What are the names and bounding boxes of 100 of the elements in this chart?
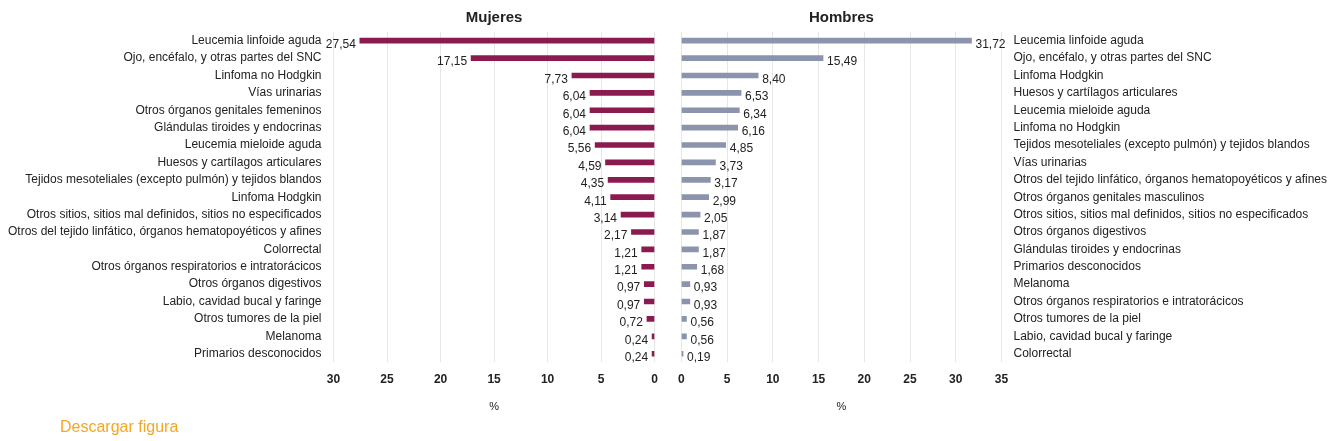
data-label: 27,54 (325, 37, 357, 52)
data-label: 0,97 (616, 280, 641, 295)
data-label: 1,21 (614, 263, 639, 278)
data-label: 0,72 (619, 315, 644, 330)
data-label: 17,15 (437, 54, 468, 69)
x-tick-label: 15 (487, 371, 502, 386)
bar (643, 281, 655, 287)
data-label: 1,87 (702, 245, 727, 260)
data-label: 6,04 (562, 89, 587, 104)
data-label: 6,16 (741, 123, 766, 138)
y-tick-label: Glándulas tiroides y endocrinas (154, 119, 322, 134)
y-tick-label: Labio, cavidad bucal y faringe (1013, 328, 1173, 343)
x-tick-label: 20 (857, 371, 872, 386)
y-tick-label: Ojo, encéfalo, y otras partes del SNC (123, 50, 322, 65)
bar (681, 229, 699, 235)
bar (470, 55, 655, 61)
data-label: 3,73 (719, 158, 744, 173)
data-label: 6,53 (745, 89, 769, 104)
x-tick-label: 10 (766, 371, 780, 386)
y-tick-label: Linfoma Hodgkin (1013, 67, 1104, 82)
data-label: 3,17 (714, 176, 739, 191)
x-tick-label: 35 (994, 371, 1009, 386)
y-tick-label: Vías urinarias (1013, 154, 1087, 169)
y-tick-label: Otros órganos genitales masculinos (1013, 189, 1205, 204)
y-tick-label: Otros del tejido linfático, órganos hematopoyéticos y afines (7, 224, 322, 239)
bar (681, 333, 687, 340)
x-tick-label: 30 (949, 371, 963, 386)
data-label: 0,56 (690, 332, 715, 347)
bar (681, 55, 824, 61)
bar (681, 107, 740, 114)
bar (681, 263, 698, 270)
data-label: 2,99 (712, 193, 737, 208)
data-label: 6,34 (743, 106, 768, 121)
x-tick-label: 30 (326, 371, 341, 386)
bar (681, 316, 687, 322)
x-tick-label: 0 (677, 371, 685, 386)
data-label: 2,17 (604, 228, 628, 243)
y-tick-label: Tejidos mesoteliales (excepto pulmón) y tejidos blandos (1013, 137, 1310, 152)
bar (681, 194, 710, 201)
y-tick-label: Linfoma no Hodgkin (214, 67, 322, 82)
y-tick-label: Huesos y cartílagos articulares (157, 154, 322, 169)
x-axis-title: % (489, 400, 500, 413)
bar (646, 316, 655, 322)
x-tick-label: 10 (540, 371, 555, 386)
data-label: 2,05 (704, 210, 728, 225)
y-tick-label: Glándulas tiroides y endocrinas (1013, 241, 1181, 256)
bar (681, 37, 972, 44)
y-tick-label: Huesos y cartílagos articulares (1013, 85, 1178, 100)
bar (681, 142, 727, 148)
y-tick-label: Linfoma Hodgkin (231, 189, 322, 204)
bar (589, 90, 655, 96)
data-label: 1,21 (614, 245, 639, 260)
data-label: 6,04 (562, 123, 587, 138)
bar (610, 194, 655, 201)
data-label: 6,04 (562, 106, 587, 121)
y-tick-label: Melanoma (265, 328, 322, 343)
bar (641, 263, 655, 270)
y-tick-label: Colorrectal (263, 241, 322, 256)
bar (607, 176, 655, 183)
bar (594, 142, 655, 148)
data-label: 1,87 (702, 228, 727, 243)
bar (681, 281, 691, 287)
x-tick-label: 25 (903, 371, 918, 386)
data-label: 15,49 (827, 54, 858, 69)
data-label: 0,93 (693, 297, 718, 312)
data-label: 0,24 (624, 350, 649, 365)
y-tick-label: Labio, cavidad bucal y faringe (162, 293, 322, 308)
data-label: 0,19 (687, 350, 711, 365)
data-label: 4,11 (584, 193, 607, 208)
data-label: 0,24 (624, 332, 649, 347)
y-tick-label: Colorrectal (1013, 346, 1072, 361)
data-label: 0,97 (616, 297, 641, 312)
y-tick-label: Otros tumores de la piel (1013, 311, 1141, 326)
bar (359, 37, 655, 44)
y-tick-label: Leucemia mieloide aguda (184, 137, 322, 152)
data-label: 4,59 (578, 158, 602, 173)
x-axis-title: % (836, 400, 847, 413)
y-tick-label: Otros órganos digestivos (188, 276, 322, 291)
data-label: 1,68 (700, 263, 725, 278)
y-tick-label: Primarios desconocidos (194, 346, 322, 361)
bar (631, 229, 655, 235)
y-tick-label: Leucemia linfoide aguda (191, 33, 322, 48)
chart-title: Mujeres (465, 8, 523, 25)
y-tick-label: Ojo, encéfalo, y otras partes del SNC (1013, 50, 1212, 65)
x-tick-label: 15 (811, 371, 826, 386)
data-label: 5,56 (567, 141, 592, 156)
y-tick-label: Otros órganos digestivos (1013, 224, 1147, 239)
y-tick-label: Otros órganos genitales femeninos (135, 102, 322, 117)
y-tick-label: Otros tumores de la piel (194, 311, 322, 326)
x-tick-label: 20 (433, 371, 448, 386)
y-tick-label: Otros órganos respiratorios e intratorácicos (91, 259, 322, 274)
y-tick-label: Linfoma no Hodgkin (1013, 119, 1121, 134)
y-tick-label: Otros del tejido linfático, órganos hematopoyéticos y afines (1013, 172, 1328, 187)
y-tick-label: Leucemia linfoide aguda (1013, 33, 1144, 48)
y-tick-label: Tejidos mesoteliales (excepto pulmón) y tejidos blandos (25, 172, 322, 187)
data-label: 3,14 (593, 210, 618, 225)
text: Descargar figura (60, 418, 179, 436)
x-tick-label: 25 (380, 371, 395, 386)
x-tick-label: 5 (723, 371, 731, 386)
data-label: 0,93 (693, 280, 718, 295)
